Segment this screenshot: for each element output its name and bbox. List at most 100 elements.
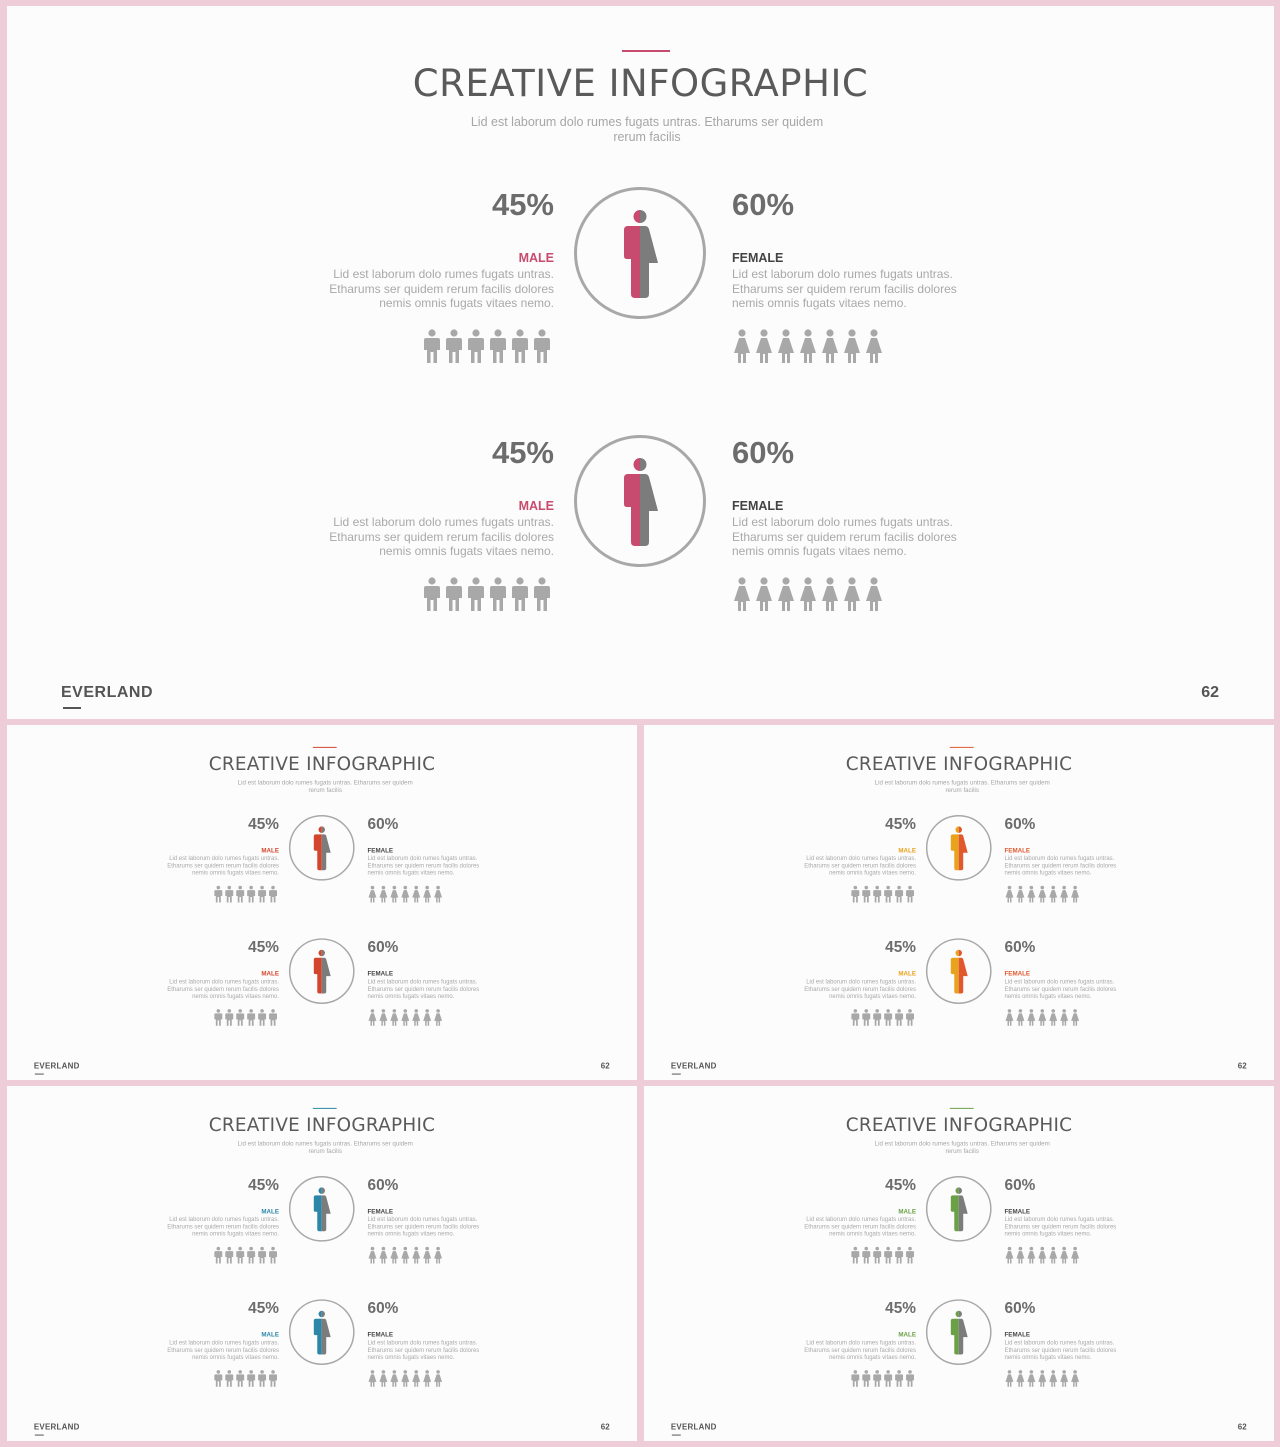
female-person-icon bbox=[822, 329, 838, 363]
female-icon-row bbox=[733, 577, 883, 611]
female-label: FEMALE bbox=[1004, 1207, 1031, 1215]
male-person-icon bbox=[236, 1009, 245, 1026]
male-description: Lid est laborum dolo rumes fugats untras… bbox=[167, 978, 279, 1000]
gender-circle bbox=[574, 435, 706, 567]
male-person-icon bbox=[269, 885, 277, 903]
female-person-icon bbox=[434, 1246, 443, 1264]
stat-row: 45% MALE Lid est laborum dolo rumes fuga… bbox=[644, 938, 1274, 1037]
female-person-icon bbox=[401, 1370, 410, 1387]
female-person-icon bbox=[1027, 1370, 1036, 1387]
female-description: Lid est laborum dolo rumes fugats untras… bbox=[1004, 1339, 1117, 1361]
female-person-icon bbox=[1027, 1009, 1036, 1026]
female-person-icon bbox=[423, 885, 432, 903]
female-person-icon bbox=[822, 577, 838, 611]
female-person-icon bbox=[1005, 1370, 1014, 1387]
female-label: FEMALE bbox=[367, 1331, 394, 1339]
male-person-icon bbox=[895, 1009, 904, 1026]
brand-name: EVERLAND bbox=[33, 1062, 80, 1071]
female-person-icon bbox=[412, 1009, 421, 1026]
slide-subtitle: Lid est laborum dolo rumes fugats untras… bbox=[874, 779, 1050, 794]
male-label: MALE bbox=[898, 1331, 916, 1339]
female-person-icon bbox=[368, 885, 377, 903]
female-person-icon bbox=[1071, 1009, 1080, 1026]
male-label: MALE bbox=[261, 1207, 279, 1215]
female-label: FEMALE bbox=[367, 970, 394, 978]
male-person-icon bbox=[236, 1246, 245, 1264]
male-person-icon bbox=[862, 1009, 871, 1026]
female-person-icon bbox=[1049, 1246, 1058, 1264]
male-person-icon bbox=[258, 1370, 267, 1387]
brand-name: EVERLAND bbox=[61, 684, 154, 701]
female-description: Lid est laborum dolo rumes fugats untras… bbox=[367, 854, 480, 877]
male-person-icon bbox=[851, 1246, 860, 1264]
slide-subtitle: Lid est laborum dolo rumes fugats untras… bbox=[470, 115, 824, 144]
male-person-icon bbox=[236, 1370, 245, 1387]
male-person-icon bbox=[895, 885, 904, 903]
male-person-icon bbox=[446, 329, 462, 363]
male-person-icon bbox=[534, 329, 550, 363]
female-person-icon bbox=[778, 329, 794, 363]
female-person-icon bbox=[1027, 885, 1036, 903]
page-number: 62 bbox=[1201, 684, 1219, 701]
gender-circle bbox=[925, 938, 992, 1004]
female-icon-row bbox=[1005, 1370, 1080, 1387]
female-description: Lid est laborum dolo rumes fugats untras… bbox=[367, 1215, 480, 1238]
female-person-icon bbox=[1016, 1009, 1025, 1026]
accent-line bbox=[312, 1107, 337, 1109]
gender-circle bbox=[574, 187, 706, 319]
male-label: MALE bbox=[518, 251, 554, 265]
male-person-icon bbox=[873, 1370, 882, 1387]
male-person-icon bbox=[214, 1246, 223, 1264]
male-icon-row bbox=[214, 1370, 278, 1387]
male-person-icon bbox=[247, 1370, 256, 1387]
female-person-icon bbox=[1038, 1246, 1047, 1264]
slide-title: CREATIVE INFOGRAPHIC bbox=[208, 1113, 436, 1136]
female-person-icon bbox=[1038, 1370, 1047, 1387]
male-label: MALE bbox=[898, 970, 916, 978]
female-label: FEMALE bbox=[1004, 1331, 1031, 1339]
female-person-icon bbox=[1071, 885, 1080, 903]
male-percent: 45% bbox=[491, 187, 554, 222]
male-person-icon bbox=[512, 577, 528, 611]
slide-subtitle: Lid est laborum dolo rumes fugats untras… bbox=[237, 779, 413, 794]
male-percent: 45% bbox=[248, 815, 279, 833]
female-description: Lid est laborum dolo rumes fugats untras… bbox=[367, 978, 480, 1000]
female-percent: 60% bbox=[732, 187, 795, 222]
slide-thumb-red: CREATIVE INFOGRAPHIC Lid est laborum dol… bbox=[7, 725, 637, 1080]
male-description: Lid est laborum dolo rumes fugats untras… bbox=[167, 854, 279, 877]
female-person-icon bbox=[1060, 1009, 1069, 1026]
female-person-icon bbox=[1016, 1246, 1025, 1264]
female-person-icon bbox=[756, 329, 772, 363]
male-person-icon bbox=[884, 1370, 893, 1387]
male-description: Lid est laborum dolo rumes fugats untras… bbox=[167, 1215, 279, 1238]
male-person-icon bbox=[269, 1009, 277, 1026]
female-label: FEMALE bbox=[732, 251, 784, 265]
female-person-icon bbox=[423, 1246, 432, 1264]
male-female-split-icon bbox=[950, 949, 968, 994]
female-person-icon bbox=[1005, 1009, 1014, 1026]
female-person-icon bbox=[434, 1370, 443, 1387]
male-person-icon bbox=[258, 1246, 267, 1264]
female-person-icon bbox=[1027, 1246, 1036, 1264]
female-person-icon bbox=[368, 1246, 377, 1264]
gender-circle bbox=[925, 1176, 992, 1242]
male-percent: 45% bbox=[491, 435, 554, 470]
male-female-split-icon bbox=[950, 1187, 968, 1232]
female-person-icon bbox=[412, 1246, 421, 1264]
female-person-icon bbox=[1071, 1370, 1080, 1387]
female-person-icon bbox=[1049, 885, 1058, 903]
female-person-icon bbox=[412, 885, 421, 903]
male-person-icon bbox=[884, 885, 893, 903]
male-label: MALE bbox=[898, 846, 916, 854]
female-icon-row bbox=[368, 1246, 443, 1264]
female-person-icon bbox=[1016, 1370, 1025, 1387]
female-person-icon bbox=[800, 329, 816, 363]
male-icon-row bbox=[214, 885, 278, 903]
female-person-icon bbox=[390, 1370, 399, 1387]
male-icon-row bbox=[851, 1370, 915, 1387]
stat-row: 45% MALE Lid est laborum dolo rumes fuga… bbox=[644, 1176, 1274, 1275]
slide-title: CREATIVE INFOGRAPHIC bbox=[845, 1113, 1073, 1136]
female-percent: 60% bbox=[1004, 938, 1036, 956]
female-icon-row bbox=[368, 885, 443, 903]
gender-circle bbox=[288, 938, 355, 1004]
